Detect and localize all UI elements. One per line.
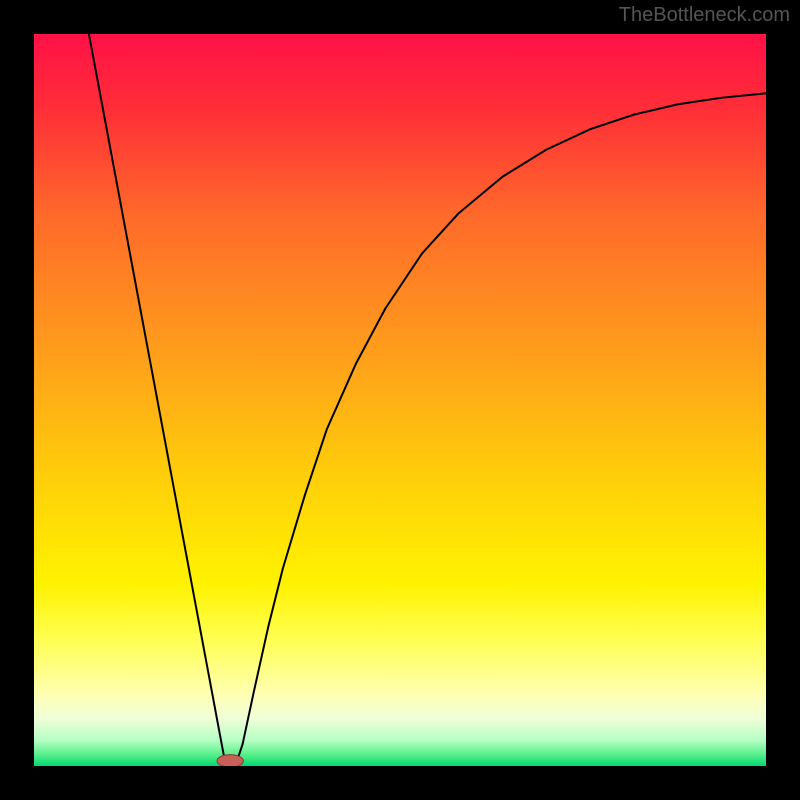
gradient-background bbox=[34, 34, 766, 766]
vertex-marker bbox=[217, 755, 243, 766]
plot-svg bbox=[34, 34, 766, 766]
watermark-text: TheBottleneck.com bbox=[619, 4, 790, 27]
plot-area bbox=[34, 34, 766, 766]
chart-container: TheBottleneck.com bbox=[0, 0, 800, 800]
